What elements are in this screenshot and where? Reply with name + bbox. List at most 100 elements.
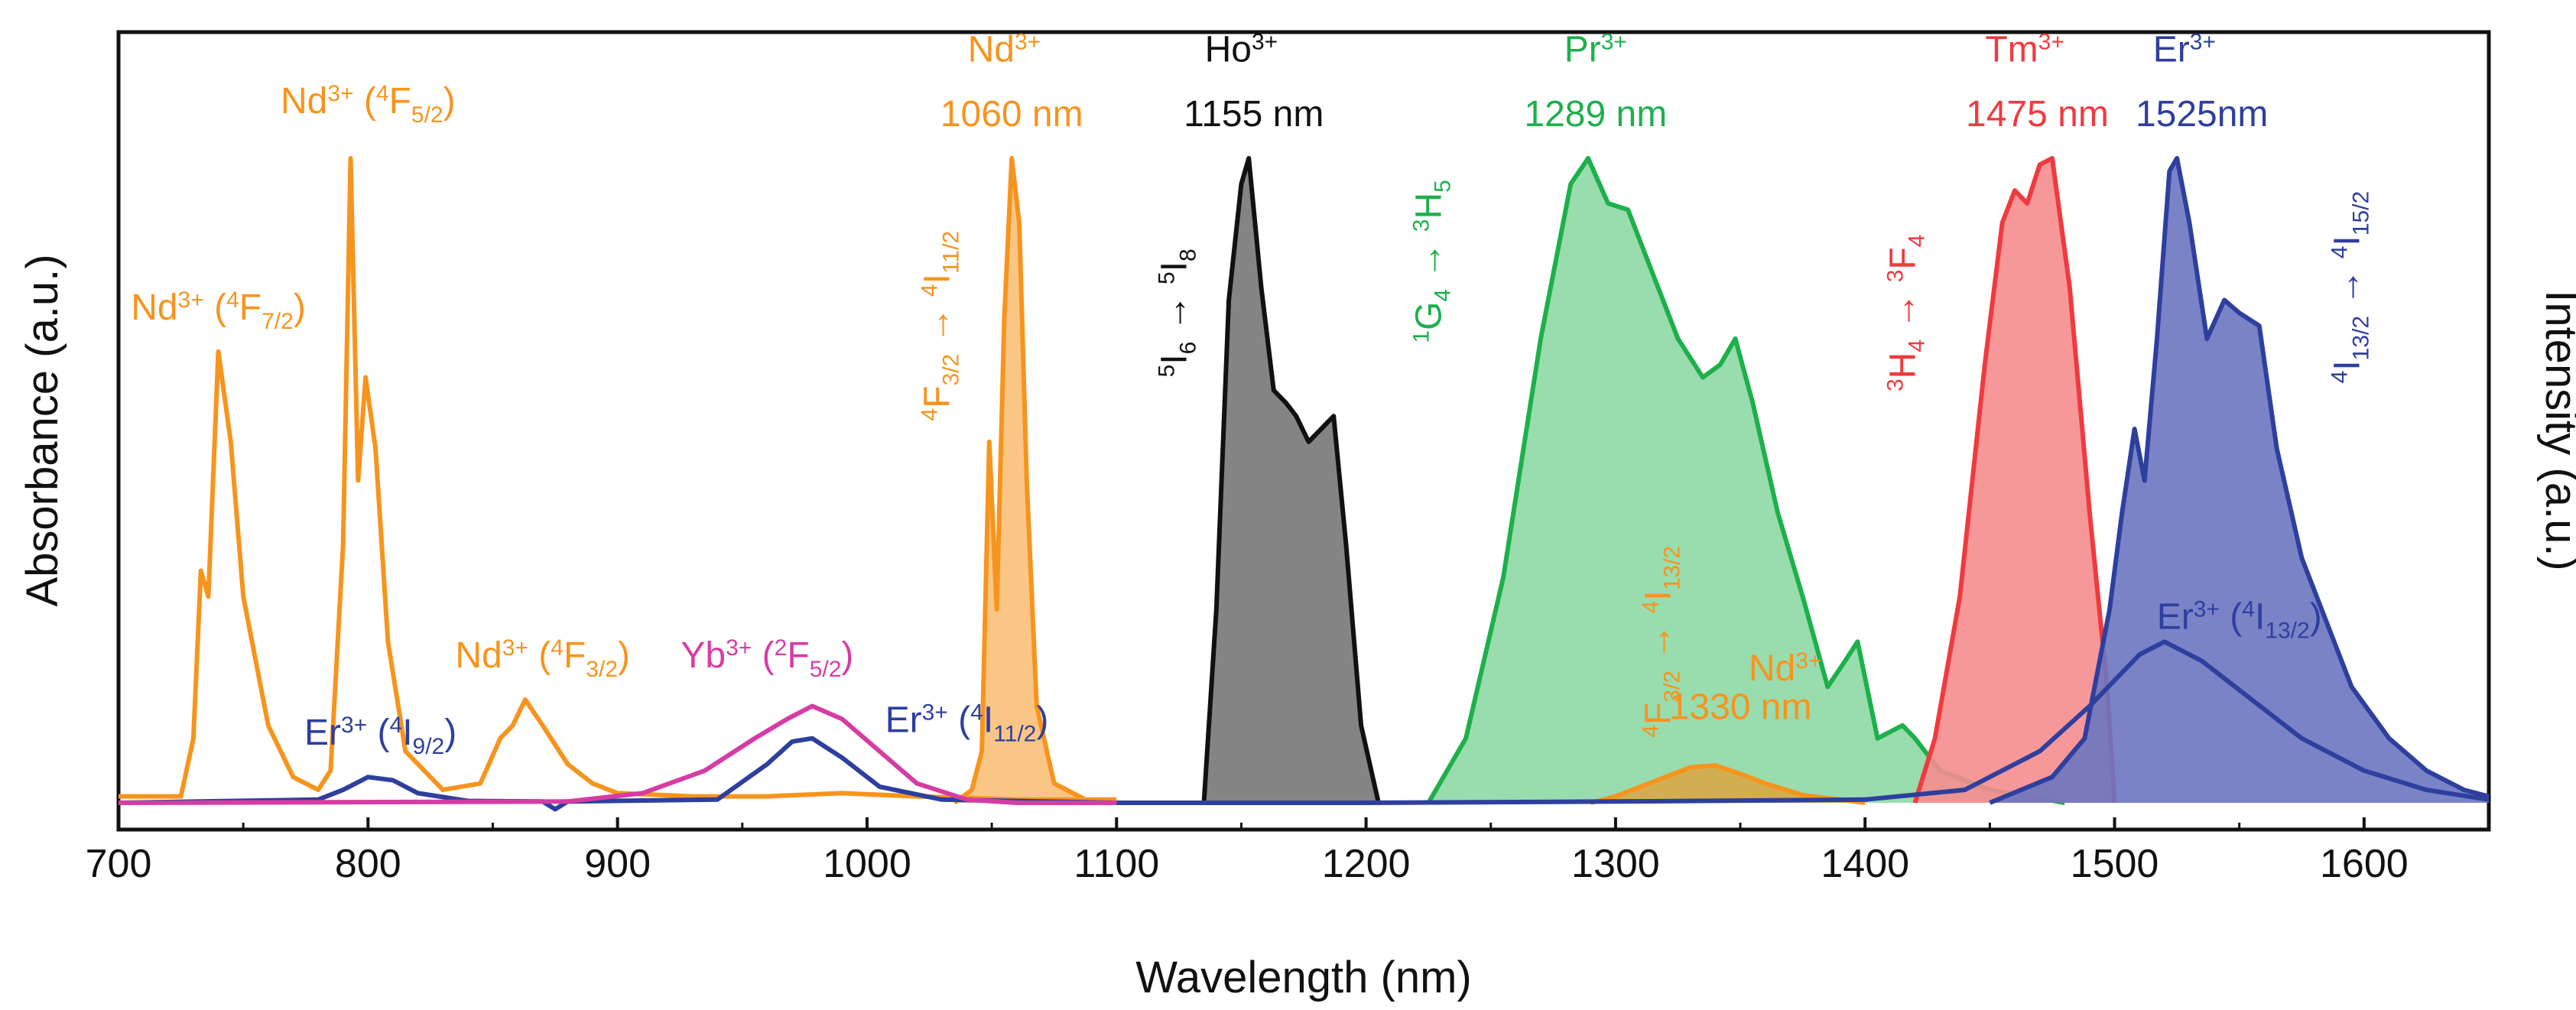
annotation-segment: 3+	[502, 635, 528, 661]
annotation-segment: 4	[918, 284, 943, 297]
annotation-segment: (	[948, 700, 970, 740]
annotation-segment: 4	[376, 81, 389, 106]
annotation-segment: 3	[1883, 378, 1908, 391]
annotation-segment: 6	[1176, 342, 1201, 355]
annotation-pr-ion: Pr3+	[1564, 30, 1627, 70]
series-area-pr3-1289-nm-emission	[1428, 158, 2065, 803]
annotation-segment: (	[204, 287, 226, 328]
annotation-segment: 5/2	[411, 102, 443, 128]
annotation-segment: 3+	[1015, 30, 1041, 55]
annotation-nd-1060-ion: Nd3+	[968, 30, 1041, 70]
annotation-nd-4f52: Nd3+ (4F5/2)	[281, 81, 456, 128]
annotation-tm-trans: 3H4 → 3F4	[1883, 235, 1930, 391]
annotation-segment: 5	[1431, 180, 1456, 193]
annotation-segment: 15/2	[2348, 191, 2373, 235]
emission-series	[953, 156, 2490, 805]
annotation-segment: Nd	[131, 287, 177, 328]
annotation-pr-wl: 1289 nm	[1524, 94, 1667, 135]
annotation-segment: 4	[1905, 339, 1930, 352]
annotation-segment: 5/2	[810, 657, 842, 682]
annotation-nd-4f32: Nd3+ (4F3/2)	[455, 635, 630, 682]
annotation-segment: Nd	[968, 30, 1015, 70]
x-tick-label: 700	[86, 842, 152, 886]
annotation-segment: 11/2	[939, 231, 964, 274]
annotation-segment: )	[443, 81, 456, 122]
annotation-segment: 3/2	[586, 657, 618, 682]
annotation-segment: 4	[226, 287, 239, 313]
annotation-segment: 3+	[341, 713, 367, 738]
annotation-segment: 4	[1639, 601, 1664, 614]
annotation-segment: (	[367, 713, 389, 753]
annotation-segment: 3/2	[1660, 671, 1685, 703]
annotation-segment: F	[918, 385, 958, 408]
annotation-segment: 2	[775, 635, 788, 661]
annotation-segment: Nd	[281, 81, 327, 122]
x-axis: 700 800 900 1000 1100 1200 1300 1400 1500 1600	[86, 817, 2409, 886]
annotation-segment: 3+	[922, 700, 948, 725]
annotation-segment: )	[294, 287, 306, 328]
annotation-segment: F	[564, 635, 586, 676]
series-area-nd3-1060-nm-emission	[954, 158, 1092, 803]
annotation-segment: I	[1155, 354, 1195, 364]
annotation-segment: 9/2	[413, 734, 445, 759]
annotation-segment: )	[841, 635, 853, 676]
x-tick-label: 1100	[1074, 842, 1159, 886]
annotation-segment: F	[1883, 247, 1924, 269]
annotation-ho-wl: 1155 nm	[1184, 94, 1324, 135]
annotation-segment: 3+	[1252, 30, 1278, 55]
annotation-segment: 3+	[327, 81, 353, 106]
annotation-segment: Nd	[1749, 648, 1795, 689]
annotation-segment: 1330 nm	[1669, 687, 1812, 727]
annotation-nd-1330-trans: 4F3/2 → 4I13/2	[1639, 546, 1685, 738]
annotation-segment: 3+	[726, 635, 752, 661]
series-line-nd3-1060-nm-emission	[953, 156, 1093, 805]
annotation-er-4i112: Er3+ (4I11/2)	[885, 700, 1049, 746]
series-line-nd3-1330-nm-emission	[1590, 763, 1866, 805]
series-line-tm3-1475-nm-emission	[1912, 156, 2117, 804]
annotation-er-4i132: Er3+ (4I13/2)	[2157, 596, 2322, 643]
annotation-segment: I	[2255, 596, 2265, 637]
annotation-segment: 13/2	[1660, 546, 1685, 590]
annotation-segment: )	[444, 713, 456, 753]
annotation-nd-1060-trans: 4F3/2 → 4I11/2	[918, 231, 964, 421]
annotation-segment: G	[1409, 302, 1450, 330]
annotation-segment: 5	[1155, 271, 1180, 284]
x-tick-label: 900	[584, 842, 651, 886]
annotation-ho-ion: Ho3+	[1205, 30, 1278, 70]
annotation-segment: I	[2327, 235, 2367, 245]
annotation-segment: 3+	[178, 287, 204, 313]
annotation-segment: →	[1883, 282, 1924, 339]
y-axis-title-right: Intensity (a.u.)	[2536, 290, 2576, 570]
annotation-segment: Pr	[1564, 30, 1601, 70]
annotation-segment: I	[983, 700, 993, 740]
x-tick-label: 1500	[2071, 842, 2159, 886]
annotation-segment: Er	[304, 713, 341, 753]
x-tick-label: 1400	[1821, 842, 1909, 886]
x-axis-title: Wavelength (nm)	[1135, 953, 1471, 1002]
annotation-segment: 4	[2327, 246, 2352, 259]
y-axis-title-left: Absorbance (a.u.)	[18, 254, 67, 606]
x-tick-label: 1200	[1322, 842, 1411, 886]
annotation-pr-trans: 1G4 → 3H5	[1409, 180, 1456, 343]
annotation-segment: Tm	[1985, 30, 2038, 70]
annotation-nd-4f72: Nd3+ (4F7/2)	[131, 287, 306, 334]
annotation-segment: )	[2310, 596, 2322, 637]
series-line-yb3-absorbance	[118, 703, 1117, 805]
annotations: Nd3+ (4F7/2)Nd3+ (4F5/2)Nd3+ (4F3/2)Er3+…	[131, 30, 2373, 759]
annotation-segment: Ho	[1205, 30, 1252, 70]
annotation-segment: Nd	[455, 635, 502, 676]
annotation-segment: H	[1883, 352, 1924, 379]
annotation-nd-1060-wl: 1060 nm	[940, 94, 1083, 135]
annotation-segment: F	[389, 81, 411, 122]
series-line-ho3-1155-nm-emission	[1201, 156, 1381, 804]
annotation-segment: 4	[1639, 725, 1664, 738]
annotation-segment: 1	[1409, 330, 1434, 343]
series-line-pr3-1289-nm-emission	[1426, 156, 2065, 805]
annotation-segment: (	[528, 635, 551, 676]
annotation-segment: I	[402, 713, 412, 753]
annotation-segment: 11/2	[993, 721, 1036, 746]
annotation-segment: 1475 nm	[1966, 94, 2109, 135]
annotation-segment: →	[1409, 232, 1450, 289]
annotation-segment: F	[787, 635, 809, 676]
x-tick-label: 800	[335, 842, 401, 886]
